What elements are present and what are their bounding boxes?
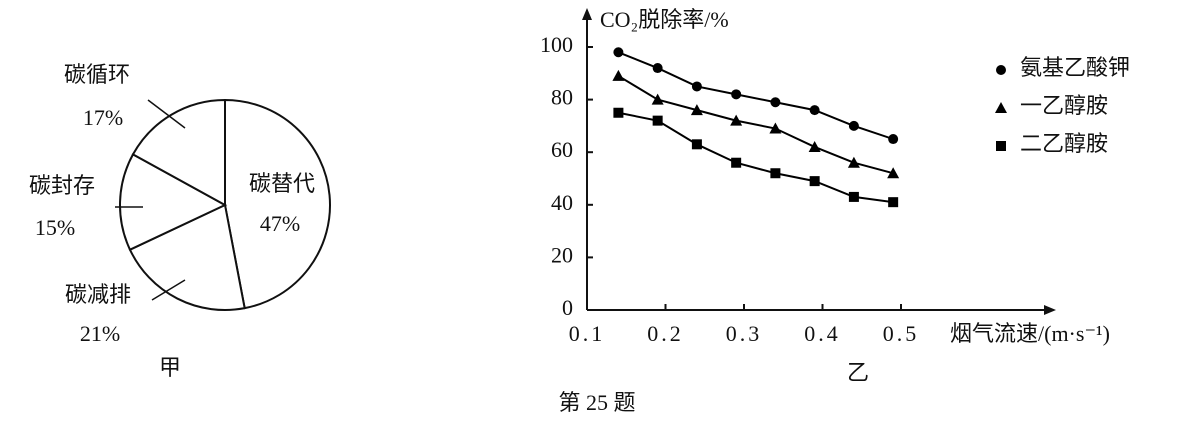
series-line (618, 51, 894, 140)
point (651, 93, 664, 105)
point (731, 89, 742, 100)
leader-line (147, 99, 186, 129)
y-tick-label: 40 (551, 190, 573, 215)
point (770, 168, 781, 179)
slice-label: 碳循环 (64, 62, 130, 87)
point (808, 140, 821, 152)
legend-label: 一乙醇胺 (1020, 93, 1108, 118)
legend-marker (995, 102, 1007, 113)
x-tick-label: 0.3 (726, 321, 763, 346)
y-arrow (582, 8, 592, 20)
legend-label: 氨基乙酸钾 (1020, 55, 1130, 80)
slice-value-label: 21% (80, 321, 120, 346)
point (847, 156, 860, 168)
point (613, 47, 624, 58)
slice-value-label: 47% (260, 211, 300, 236)
legend-marker (996, 141, 1006, 151)
x-arrow (1044, 305, 1056, 315)
slice-label: 碳减排 (65, 282, 131, 307)
point (730, 114, 743, 126)
point (652, 115, 663, 126)
x-tick-label: 0.5 (883, 321, 920, 346)
leader-line (151, 279, 186, 301)
slice-label: 碳替代 (249, 171, 315, 196)
caption: 第 25 题 (558, 390, 635, 415)
pie-slice (128, 203, 246, 311)
pie-slice (224, 98, 331, 310)
y-tick-label: 60 (551, 137, 573, 162)
slice-label: 碳封存 (29, 173, 95, 198)
legend-label: 二乙醇胺 (1020, 131, 1108, 156)
y-axis-label: CO₂脱除率/% (600, 7, 729, 32)
point (652, 63, 663, 74)
y-tick-label: 0 (562, 295, 573, 320)
y-tick-label: 20 (551, 242, 573, 267)
pie-slice (119, 153, 228, 252)
point (612, 69, 625, 81)
point (809, 105, 820, 116)
series-line (617, 75, 894, 175)
legend-marker (996, 65, 1006, 75)
x-tick-label: 0.2 (647, 321, 684, 346)
point (731, 157, 742, 168)
slice-value-label: 15% (35, 215, 75, 240)
slice-value-label: 17% (83, 105, 123, 130)
point (888, 197, 899, 208)
point (690, 104, 703, 116)
point (848, 120, 859, 131)
x-tick-label: 0.1 (569, 321, 606, 346)
chart-label: 甲 (159, 355, 181, 380)
point (770, 97, 781, 108)
y-tick-label: 100 (540, 32, 573, 57)
point (691, 139, 702, 150)
point (848, 191, 859, 202)
x-tick-label: 0.4 (804, 321, 841, 346)
pie-slice (131, 98, 226, 207)
y-tick-label: 80 (551, 85, 573, 110)
chart-label: 乙 (847, 360, 869, 385)
x-axis-label: 烟气流速/(m·s⁻¹) (950, 321, 1110, 346)
series-line (618, 111, 894, 204)
point (769, 122, 782, 134)
point (613, 107, 624, 118)
point (888, 134, 899, 145)
point (691, 81, 702, 92)
point (887, 167, 900, 179)
point (809, 176, 820, 187)
